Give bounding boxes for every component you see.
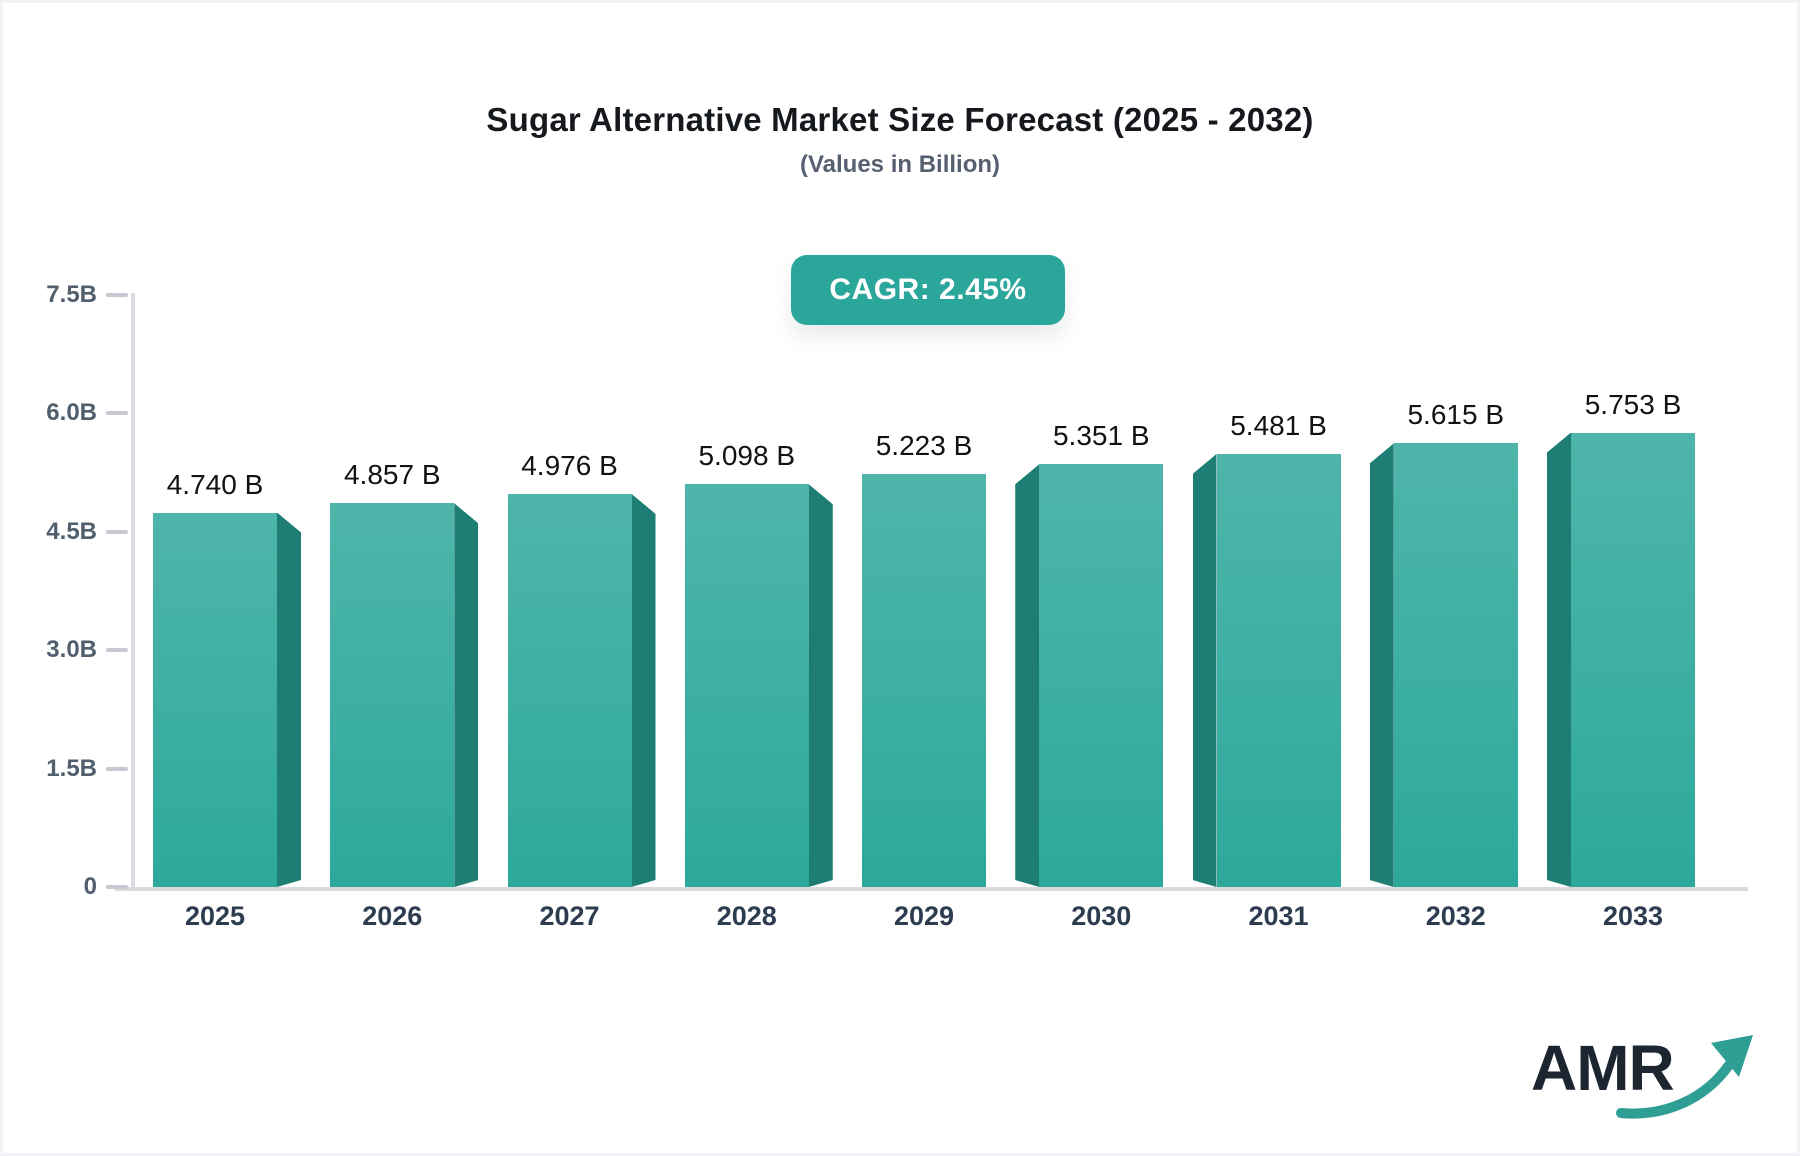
x-axis-label-2025: 2025 — [184, 901, 246, 931]
bar-value-label: 4.976 B — [521, 449, 618, 481]
bar-value-label: 5.615 B — [1407, 399, 1505, 431]
bar-2029 — [862, 474, 986, 887]
x-axis-label-2033: 2033 — [1602, 901, 1664, 931]
x-axis-label-2026: 2026 — [362, 901, 423, 931]
amr-logo-text: AMR — [1531, 1032, 1675, 1104]
bar-value-label: 5.223 B — [875, 430, 973, 462]
x-axis-label-2027: 2027 — [539, 901, 600, 931]
y-tick-mark — [106, 411, 128, 415]
bar-side-2026 — [454, 503, 478, 887]
bar-side-2027 — [632, 494, 656, 887]
bar-side-2032 — [1370, 443, 1394, 887]
x-axis-line — [115, 887, 1748, 891]
x-axis-label-2032: 2032 — [1425, 901, 1486, 931]
bar-side-2028 — [809, 484, 833, 887]
y-tick-label: 0 — [83, 873, 97, 900]
bar-side-2031 — [1193, 454, 1217, 887]
cagr-badge: CAGR: 2.45% — [791, 255, 1065, 325]
y-tick-mark — [106, 766, 128, 771]
bar-2028 — [684, 484, 809, 887]
bar-2033 — [1571, 432, 1695, 887]
y-tick-label: 1.5B — [46, 754, 97, 782]
y-tick-label: 4.5B — [46, 517, 97, 545]
bar-side-2033 — [1547, 433, 1571, 887]
y-tick-label: 7.5B — [46, 280, 97, 308]
bar-side-2030 — [1015, 464, 1039, 887]
y-axis-line — [131, 293, 135, 891]
x-axis-label-2031: 2031 — [1248, 901, 1309, 931]
bar-2032 — [1393, 443, 1518, 887]
bar-value-label: 5.351 B — [1052, 420, 1150, 452]
chart-title: Sugar Alternative Market Size Forecast (… — [486, 101, 1314, 138]
bar-2030 — [1039, 464, 1164, 887]
bar-value-label: 5.753 B — [1584, 388, 1682, 420]
bar-side-2025 — [277, 513, 301, 887]
bar-value-label: 5.481 B — [1230, 410, 1327, 441]
bar-2026 — [330, 503, 455, 887]
x-axis-label-2030: 2030 — [1071, 901, 1132, 931]
chart-subtitle: (Values in Billion) — [799, 151, 1001, 178]
x-axis-label-2028: 2028 — [716, 901, 777, 931]
bar-2027 — [507, 493, 632, 887]
y-tick-mark — [106, 648, 128, 652]
growth-arrow-icon — [1616, 1035, 1753, 1119]
bar-2031 — [1216, 454, 1341, 887]
cagr-badge-label: CAGR: 2.45% — [829, 273, 1027, 306]
bar-value-label: 5.098 B — [698, 440, 796, 472]
bar-2025 — [153, 512, 277, 887]
amr-logo: AMR — [1531, 1025, 1753, 1125]
y-tick-label: 3.0B — [46, 636, 97, 663]
y-tick-label: 6.0B — [46, 399, 97, 426]
y-tick-mark — [106, 529, 128, 534]
y-tick-mark — [106, 885, 128, 889]
bar-value-label: 4.857 B — [343, 459, 441, 491]
bar-value-label: 4.740 B — [166, 468, 264, 500]
y-tick-mark — [106, 292, 128, 297]
x-axis-label-2029: 2029 — [893, 901, 955, 931]
